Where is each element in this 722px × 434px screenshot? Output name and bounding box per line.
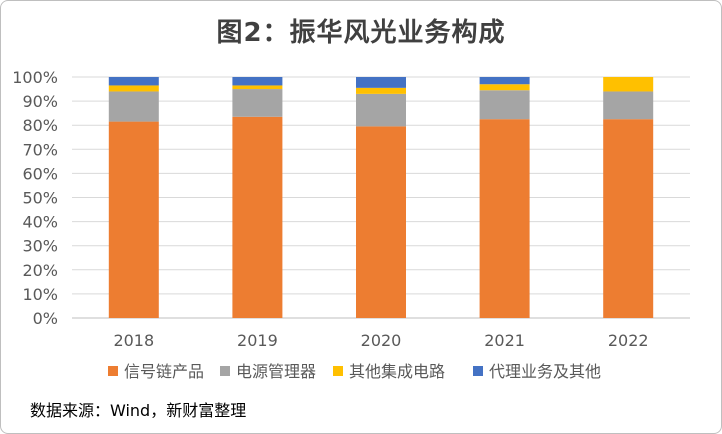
bar-segment (356, 93, 406, 127)
y-tick-label: 50% (22, 189, 58, 208)
bar-segment (479, 119, 530, 318)
bar-segment (232, 116, 283, 318)
bar-segment (232, 85, 283, 90)
bar-segment (108, 85, 159, 92)
bar-segment (603, 77, 654, 92)
x-tick-label: 2018 (113, 331, 154, 350)
bar-segment (356, 87, 406, 94)
bar-segment (232, 89, 283, 117)
legend-swatch (220, 366, 230, 376)
legend-label: 信号链产品 (124, 362, 204, 381)
y-tick-label: 20% (22, 261, 58, 280)
bar-segment (479, 84, 530, 91)
bar-segment (479, 77, 530, 85)
legend-swatch (333, 366, 343, 376)
bar-segment (356, 77, 406, 88)
source-note: 数据来源：Wind，新财富整理 (30, 401, 247, 420)
legend-swatch (473, 366, 483, 376)
y-tick-label: 30% (22, 237, 58, 256)
legend-label: 其他集成电路 (349, 362, 445, 381)
x-axis-tick-labels: 2018 2019 2020 2021 2022 (113, 331, 648, 350)
y-tick-label: 10% (22, 285, 58, 304)
x-tick-label: 2022 (608, 331, 649, 350)
legend-swatch (108, 366, 118, 376)
bar-segment (108, 91, 159, 122)
y-tick-label: 80% (22, 116, 58, 135)
legend: 信号链产品 电源管理器 其他集成电路 代理业务及其他 (108, 362, 601, 381)
y-tick-label: 100% (12, 68, 58, 87)
y-tick-label: 90% (22, 92, 58, 111)
y-tick-label: 40% (22, 213, 58, 232)
bar-segment (603, 119, 654, 318)
bar-segment (603, 91, 654, 120)
bar-segment (108, 121, 159, 319)
y-tick-label: 60% (22, 164, 58, 183)
bar-segment (232, 77, 283, 86)
x-tick-label: 2020 (361, 331, 402, 350)
legend-label: 电源管理器 (236, 362, 316, 381)
bar-segment (356, 126, 406, 318)
x-tick-label: 2021 (484, 331, 525, 350)
legend-label: 代理业务及其他 (489, 362, 601, 381)
bar-segment (108, 77, 159, 86)
bars (108, 77, 654, 319)
y-tick-label: 0% (33, 309, 58, 328)
y-tick-label: 70% (22, 140, 58, 159)
y-axis-tick-labels: 0% 10% 20% 30% 40% 50% 60% 70% 80% 90% 100% (12, 68, 58, 328)
bar-segment (479, 90, 530, 120)
x-tick-label: 2019 (237, 331, 278, 350)
chart-title: 图2：振华风光业务构成 (216, 18, 506, 48)
